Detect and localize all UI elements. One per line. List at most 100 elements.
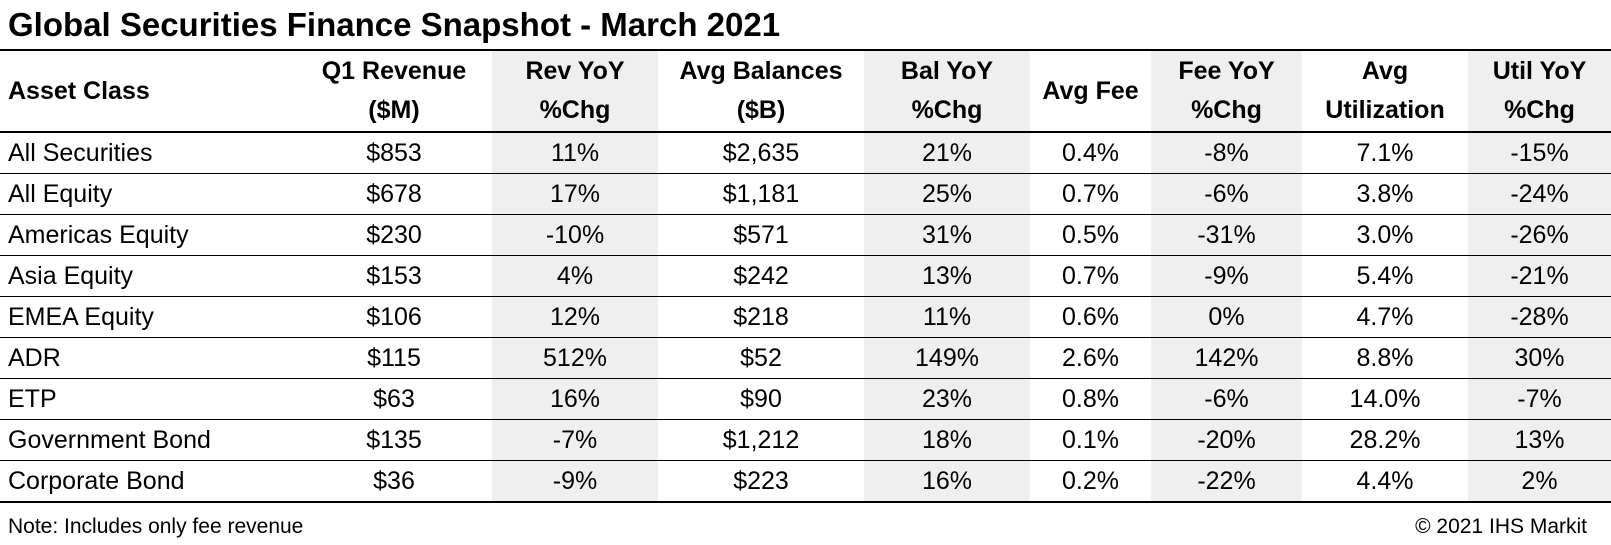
cell-asset-class: ETP [8,385,57,413]
cell-util-yoy-chg: 30% [1468,337,1611,379]
cell-fee-yoy-chg: -6% [1151,173,1302,215]
cell-rev-yoy-chg: 17% [492,173,658,215]
cell-avg-fee: 0.1% [1062,426,1119,454]
cell-util-yoy-chg: -24% [1468,173,1611,215]
cell-bal-yoy-chg: 23% [864,378,1030,420]
table-body: All Securities $853 11% $2,635 21% 0.4% -8% 7.1… [0,132,1611,502]
cell-util-yoy-chg: -7% [1468,378,1611,420]
column-header-line2: ($B) [736,96,786,124]
column-header-line1: Avg Balances [679,57,843,85]
cell-util-yoy-chg: -28% [1468,296,1611,338]
column-header-line2: %Chg [539,96,611,124]
cell-util-yoy-chg: 13% [1468,419,1611,461]
table-row: All Securities $853 11% $2,635 21% 0.4% -8% 7.1… [0,132,1611,174]
table-row: Corporate Bond $36 -9% $223 16% 0.2% -22% 4.4% 2… [0,460,1611,502]
cell-avg-balances: $242 [733,262,789,290]
cell-rev-yoy-chg: 4% [492,255,658,297]
table-row: ETP $63 16% $90 23% 0.8% -6% 14.0% -7% [0,378,1611,420]
cell-avg-utilization: 3.0% [1356,221,1414,249]
cell-asset-class: All Equity [8,180,113,208]
cell-asset-class: Government Bond [8,426,211,454]
cell-avg-balances: $52 [740,344,782,372]
table-row: Asia Equity $153 4% $242 13% 0.7% -9% 5.4% -21% [0,255,1611,297]
cell-rev-yoy-chg: -7% [492,419,658,461]
cell-q1-revenue: $135 [366,426,422,454]
cell-avg-balances: $90 [740,385,782,413]
cell-avg-fee: 0.7% [1062,180,1119,208]
column-header-line1: Bal YoY [900,57,994,85]
cell-asset-class: Corporate Bond [8,467,185,495]
cell-bal-yoy-chg: 11% [864,296,1030,338]
table-row: Americas Equity $230 -10% $571 31% 0.5% -31% 3.… [0,214,1611,256]
cell-rev-yoy-chg: 11% [492,132,658,174]
cell-avg-balances: $571 [733,221,789,249]
cell-avg-utilization: 7.1% [1356,139,1414,167]
cell-avg-fee: 0.2% [1062,467,1119,495]
cell-avg-utilization: 8.8% [1356,344,1414,372]
cell-q1-revenue: $230 [366,221,422,249]
cell-bal-yoy-chg: 13% [864,255,1030,297]
column-header-line1: Fee YoY [1178,57,1275,85]
table-row: All Equity $678 17% $1,181 25% 0.7% -6% 3.8% -24… [0,173,1611,215]
cell-q1-revenue: $115 [367,344,421,372]
cell-bal-yoy-chg: 149% [864,337,1030,379]
cell-avg-fee: 0.4% [1062,139,1119,167]
cell-avg-utilization: 4.7% [1356,303,1414,331]
cell-rev-yoy-chg: 16% [492,378,658,420]
cell-fee-yoy-chg: -6% [1151,378,1302,420]
cell-avg-utilization: 5.4% [1356,262,1414,290]
cell-util-yoy-chg: -26% [1468,214,1611,256]
cell-fee-yoy-chg: -8% [1151,132,1302,174]
cell-avg-fee: 0.5% [1062,221,1119,249]
column-header-avg-utilization: Avg Utilization [1302,50,1468,132]
cell-fee-yoy-chg: -22% [1151,460,1302,502]
cell-avg-balances: $1,181 [722,180,800,208]
cell-avg-utilization: 4.4% [1356,467,1414,495]
cell-avg-balances: $218 [733,303,789,331]
column-header-avg-fee: Avg Fee [1030,50,1151,132]
cell-avg-fee: 2.6% [1062,344,1119,372]
column-header-util-yoy-chg: Util YoY %Chg [1468,50,1611,132]
cell-q1-revenue: $678 [366,180,422,208]
cell-rev-yoy-chg: -9% [492,460,658,502]
cell-asset-class: ADR [8,344,61,372]
column-header-line1: Q1 Revenue [321,57,467,85]
cell-avg-fee: 0.6% [1062,303,1119,331]
cell-bal-yoy-chg: 25% [864,173,1030,215]
cell-q1-revenue: $36 [373,467,415,495]
cell-avg-balances: $2,635 [722,139,800,167]
table-row: ADR $115 512% $52 149% 2.6% 142% 8.8% 30% [0,337,1611,379]
cell-rev-yoy-chg: 12% [492,296,658,338]
cell-bal-yoy-chg: 16% [864,460,1030,502]
table-row: Government Bond $135 -7% $1,212 18% 0.1% -20% 2… [0,419,1611,461]
column-header-asset-class: Asset Class [0,50,296,132]
cell-avg-balances: $223 [733,467,789,495]
header-row: Asset Class Q1 Revenue ($M) Rev YoY %Chg Avg … [0,50,1611,132]
cell-util-yoy-chg: -15% [1468,132,1611,174]
cell-fee-yoy-chg: -9% [1151,255,1302,297]
column-header-bal-yoy-chg: Bal YoY %Chg [864,50,1030,132]
cell-bal-yoy-chg: 21% [864,132,1030,174]
column-header-q1-revenue: Q1 Revenue ($M) [296,50,492,132]
column-header-rev-yoy-chg: Rev YoY %Chg [492,50,658,132]
cell-q1-revenue: $63 [373,385,415,413]
cell-fee-yoy-chg: 142% [1151,337,1302,379]
cell-rev-yoy-chg: -10% [492,214,658,256]
cell-bal-yoy-chg: 31% [864,214,1030,256]
column-header-line2: %Chg [1504,96,1575,124]
cell-q1-revenue: $106 [366,303,422,331]
cell-rev-yoy-chg: 512% [492,337,658,379]
securities-finance-table: Asset Class Q1 Revenue ($M) Rev YoY %Chg Avg … [0,49,1611,503]
cell-q1-revenue: $853 [366,139,422,167]
column-header-fee-yoy-chg: Fee YoY %Chg [1151,50,1302,132]
source-credit: © 2021 IHS Markit [1415,515,1587,538]
cell-asset-class: All Securities [8,139,153,167]
column-header-line1: Avg [1361,57,1409,85]
column-header-line1: Avg Fee [1042,76,1139,105]
cell-fee-yoy-chg: 0% [1151,296,1302,338]
cell-avg-utilization: 3.8% [1356,180,1414,208]
column-header-line1: Asset Class [8,76,150,105]
cell-util-yoy-chg: -21% [1468,255,1611,297]
column-header-avg-balances: Avg Balances ($B) [658,50,864,132]
cell-fee-yoy-chg: -31% [1151,214,1302,256]
